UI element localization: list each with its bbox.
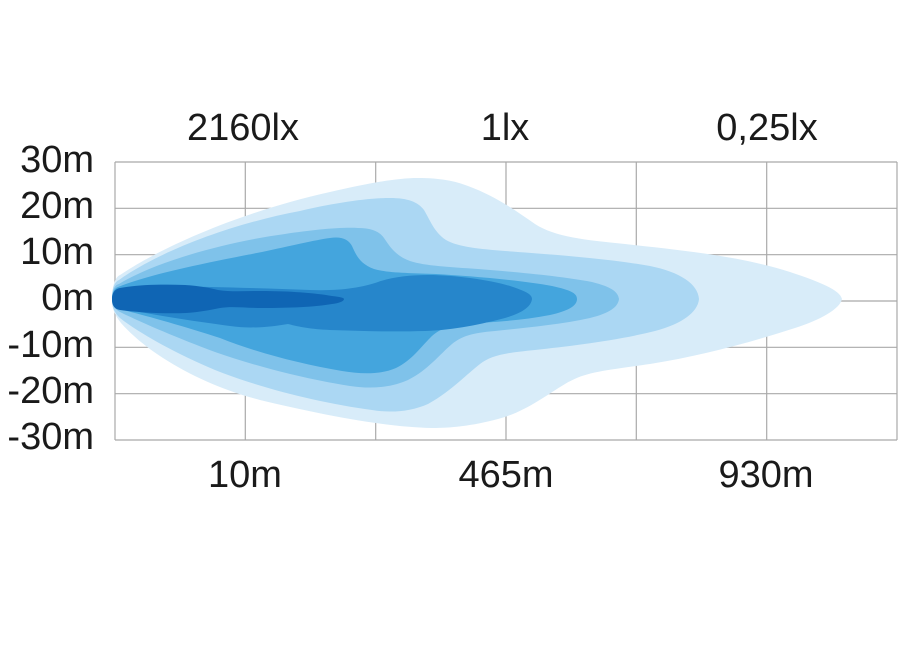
y-tick-0m: 0m bbox=[41, 277, 94, 319]
x-tick-465m: 465m bbox=[458, 454, 554, 496]
y-tick-minus30m: -30m bbox=[7, 416, 94, 458]
beam-contours bbox=[112, 178, 842, 428]
y-tick-20m: 20m bbox=[20, 185, 94, 227]
y-tick-minus10m: -10m bbox=[7, 324, 94, 366]
lux-label-1lx: 1lx bbox=[480, 107, 530, 149]
contour-level-core bbox=[112, 284, 344, 314]
y-tick-10m: 10m bbox=[20, 231, 94, 273]
x-tick-930m: 930m bbox=[718, 454, 814, 496]
x-tick-10m: 10m bbox=[208, 454, 282, 496]
y-tick-minus20m: -20m bbox=[7, 370, 94, 412]
lux-label-025lx: 0,25lx bbox=[716, 107, 818, 149]
y-tick-30m: 30m bbox=[20, 139, 94, 181]
lux-label-2160lx: 2160lx bbox=[187, 107, 299, 149]
